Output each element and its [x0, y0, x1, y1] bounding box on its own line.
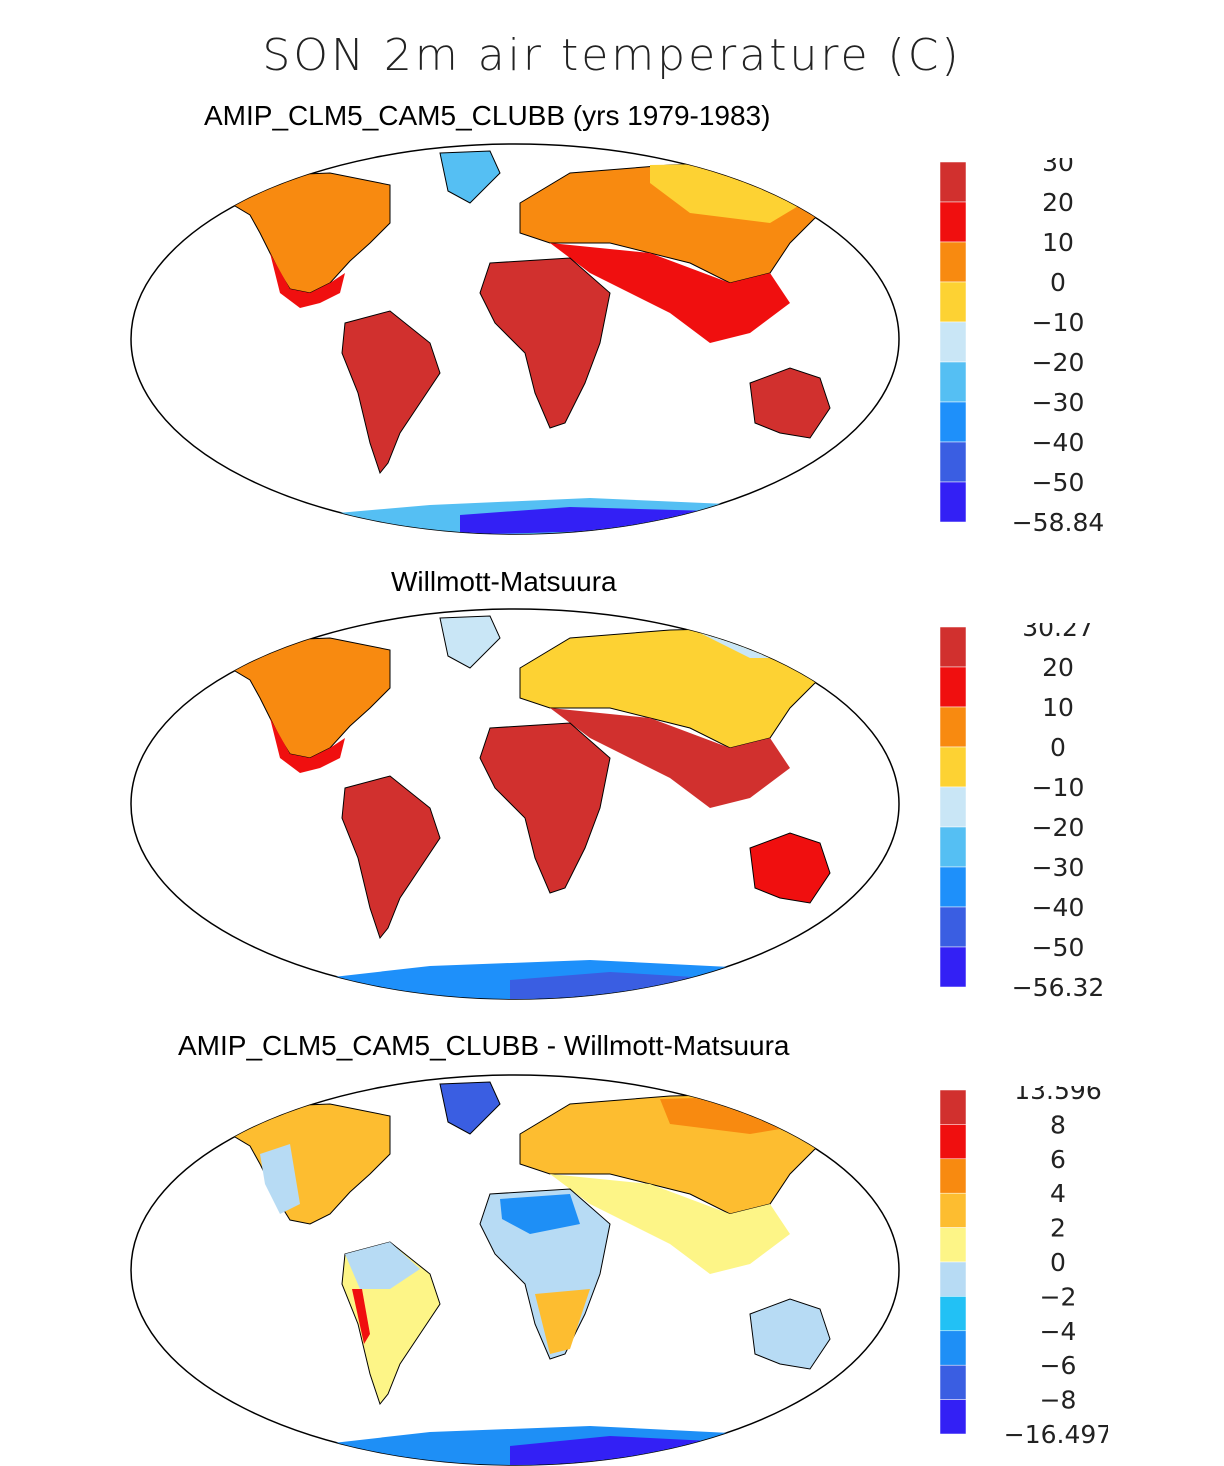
south-america-region: [341, 310, 441, 475]
colorbar-tick-label: 30: [1042, 158, 1074, 177]
colorbar-box: [939, 786, 967, 828]
colorbar-tick-label: 13.596: [1014, 1086, 1101, 1105]
colorbar-box: [939, 441, 967, 483]
south-america-north: [345, 1242, 420, 1289]
australia-region: [749, 832, 831, 904]
panel-title-observations: Willmott-Matsuura: [391, 566, 617, 597]
colorbar-tick-label: −20: [1032, 813, 1085, 842]
colorbar-tick-label: 4: [1050, 1179, 1066, 1208]
map-panel-difference: [130, 1074, 900, 1466]
colorbar-difference: 13.596 8 6 4 2 0 −2 −4 −6 −8 −16.497: [939, 1086, 1108, 1449]
colorbar-box: [939, 161, 967, 203]
colorbar-box: [939, 281, 967, 323]
colorbar-box: [939, 826, 967, 868]
colorbar-box: [939, 1261, 967, 1297]
colorbar-tick-label: −30: [1032, 388, 1085, 417]
colorbar-box: [939, 1192, 967, 1228]
colorbar-box: [939, 321, 967, 363]
colorbar-tick-label: −58.84: [1012, 508, 1105, 537]
colorbar-box: [939, 666, 967, 708]
colorbar-tick-label: −10: [1032, 308, 1085, 337]
south-asia-region: [550, 708, 790, 808]
south-asia-region: [550, 1174, 790, 1274]
colorbar-tick-label: −20: [1032, 348, 1085, 377]
colorbar-difference-labels: 13.596 8 6 4 2 0 −2 −4 −6 −8 −16.497: [1004, 1086, 1108, 1449]
greenland-region: [439, 615, 501, 669]
colorbar-box: [939, 1227, 967, 1263]
colorbar-box: [939, 1330, 967, 1366]
colorbar-box: [939, 401, 967, 443]
sahara-cold: [500, 1194, 580, 1234]
colorbar-tick-label: 8: [1050, 1110, 1066, 1139]
colorbar-box: [939, 906, 967, 948]
colorbar-tick-label: 10: [1042, 693, 1074, 722]
colorbar-model-boxes: [939, 161, 967, 523]
figure-title: SON 2m air temperature (C): [262, 30, 962, 81]
colorbar-box: [939, 481, 967, 523]
colorbar-tick-label: 20: [1042, 653, 1074, 682]
north-america-region: [217, 1103, 391, 1225]
north-america-west: [260, 1144, 300, 1214]
australia-region: [749, 367, 831, 439]
australia-region: [749, 1298, 831, 1370]
colorbar-tick-label: −56.32: [1012, 973, 1105, 1002]
colorbar-box: [939, 1364, 967, 1400]
colorbar-box: [939, 626, 967, 668]
colorbar-tick-label: −4: [1040, 1317, 1077, 1346]
colorbar-tick-label: 10: [1042, 228, 1074, 257]
greenland-region: [439, 1081, 501, 1135]
south-america-region: [341, 775, 441, 940]
panel-title-difference: AMIP_CLM5_CAM5_CLUBB - Willmott-Matsuura: [178, 1030, 790, 1061]
colorbar-box: [939, 241, 967, 283]
colorbar-model-labels: 30 20 10 0 −10 −20 −30 −40 −50 −58.84: [1012, 158, 1105, 537]
colorbar-tick-label: −6: [1040, 1351, 1077, 1380]
andes-strip: [352, 1289, 370, 1344]
north-america-south: [270, 253, 345, 308]
colorbar-box: [939, 866, 967, 908]
colorbar-tick-label: 6: [1050, 1145, 1066, 1174]
south-asia-region: [550, 243, 790, 343]
north-america-south: [270, 718, 345, 773]
colorbar-tick-label: −8: [1040, 1386, 1077, 1415]
colorbar-tick-label: −2: [1040, 1282, 1077, 1311]
colorbar-tick-label: −50: [1032, 468, 1085, 497]
colorbar-tick-label: −50: [1032, 933, 1085, 962]
colorbar-box: [939, 361, 967, 403]
colorbar-tick-label: 2: [1050, 1214, 1066, 1243]
southern-africa: [535, 1289, 590, 1354]
colorbar-tick-label: −40: [1032, 893, 1085, 922]
colorbar-box: [939, 201, 967, 243]
colorbar-tick-label: −16.497: [1004, 1420, 1108, 1449]
colorbar-box: [939, 706, 967, 748]
colorbar-observations: 30.27 20 10 0 −10 −20 −30 −40 −50 −56.32: [939, 623, 1105, 1002]
colorbar-observations-boxes: [939, 626, 967, 988]
map-panel-model: [130, 143, 900, 535]
panel-title-model: AMIP_CLM5_CAM5_CLUBB (yrs 1979-1983): [204, 100, 771, 131]
greenland-region: [439, 150, 501, 204]
colorbar-tick-label: 0: [1050, 268, 1066, 297]
colorbar-tick-label: 0: [1050, 733, 1066, 762]
colorbar-box: [939, 746, 967, 788]
colorbar-tick-label: 0: [1050, 1248, 1066, 1277]
colorbar-observations-labels: 30.27 20 10 0 −10 −20 −30 −40 −50 −56.32: [1012, 623, 1105, 1002]
colorbar-box: [939, 946, 967, 988]
colorbar-tick-label: −30: [1032, 853, 1085, 882]
africa-region: [479, 257, 611, 429]
colorbar-box: [939, 1124, 967, 1160]
colorbar-box: [939, 1158, 967, 1194]
africa-region: [479, 722, 611, 894]
colorbar-difference-boxes: [939, 1089, 967, 1435]
colorbar-box: [939, 1399, 967, 1435]
colorbar-tick-label: −40: [1032, 428, 1085, 457]
map-panel-observations: [130, 608, 900, 1000]
colorbar-tick-label: 30.27: [1022, 623, 1094, 642]
colorbar-box: [939, 1089, 967, 1125]
colorbar-box: [939, 1296, 967, 1332]
colorbar-tick-label: −10: [1032, 773, 1085, 802]
colorbar-tick-label: 20: [1042, 188, 1074, 217]
colorbar-model: 30 20 10 0 −10 −20 −30 −40 −50 −58.84: [939, 158, 1105, 537]
